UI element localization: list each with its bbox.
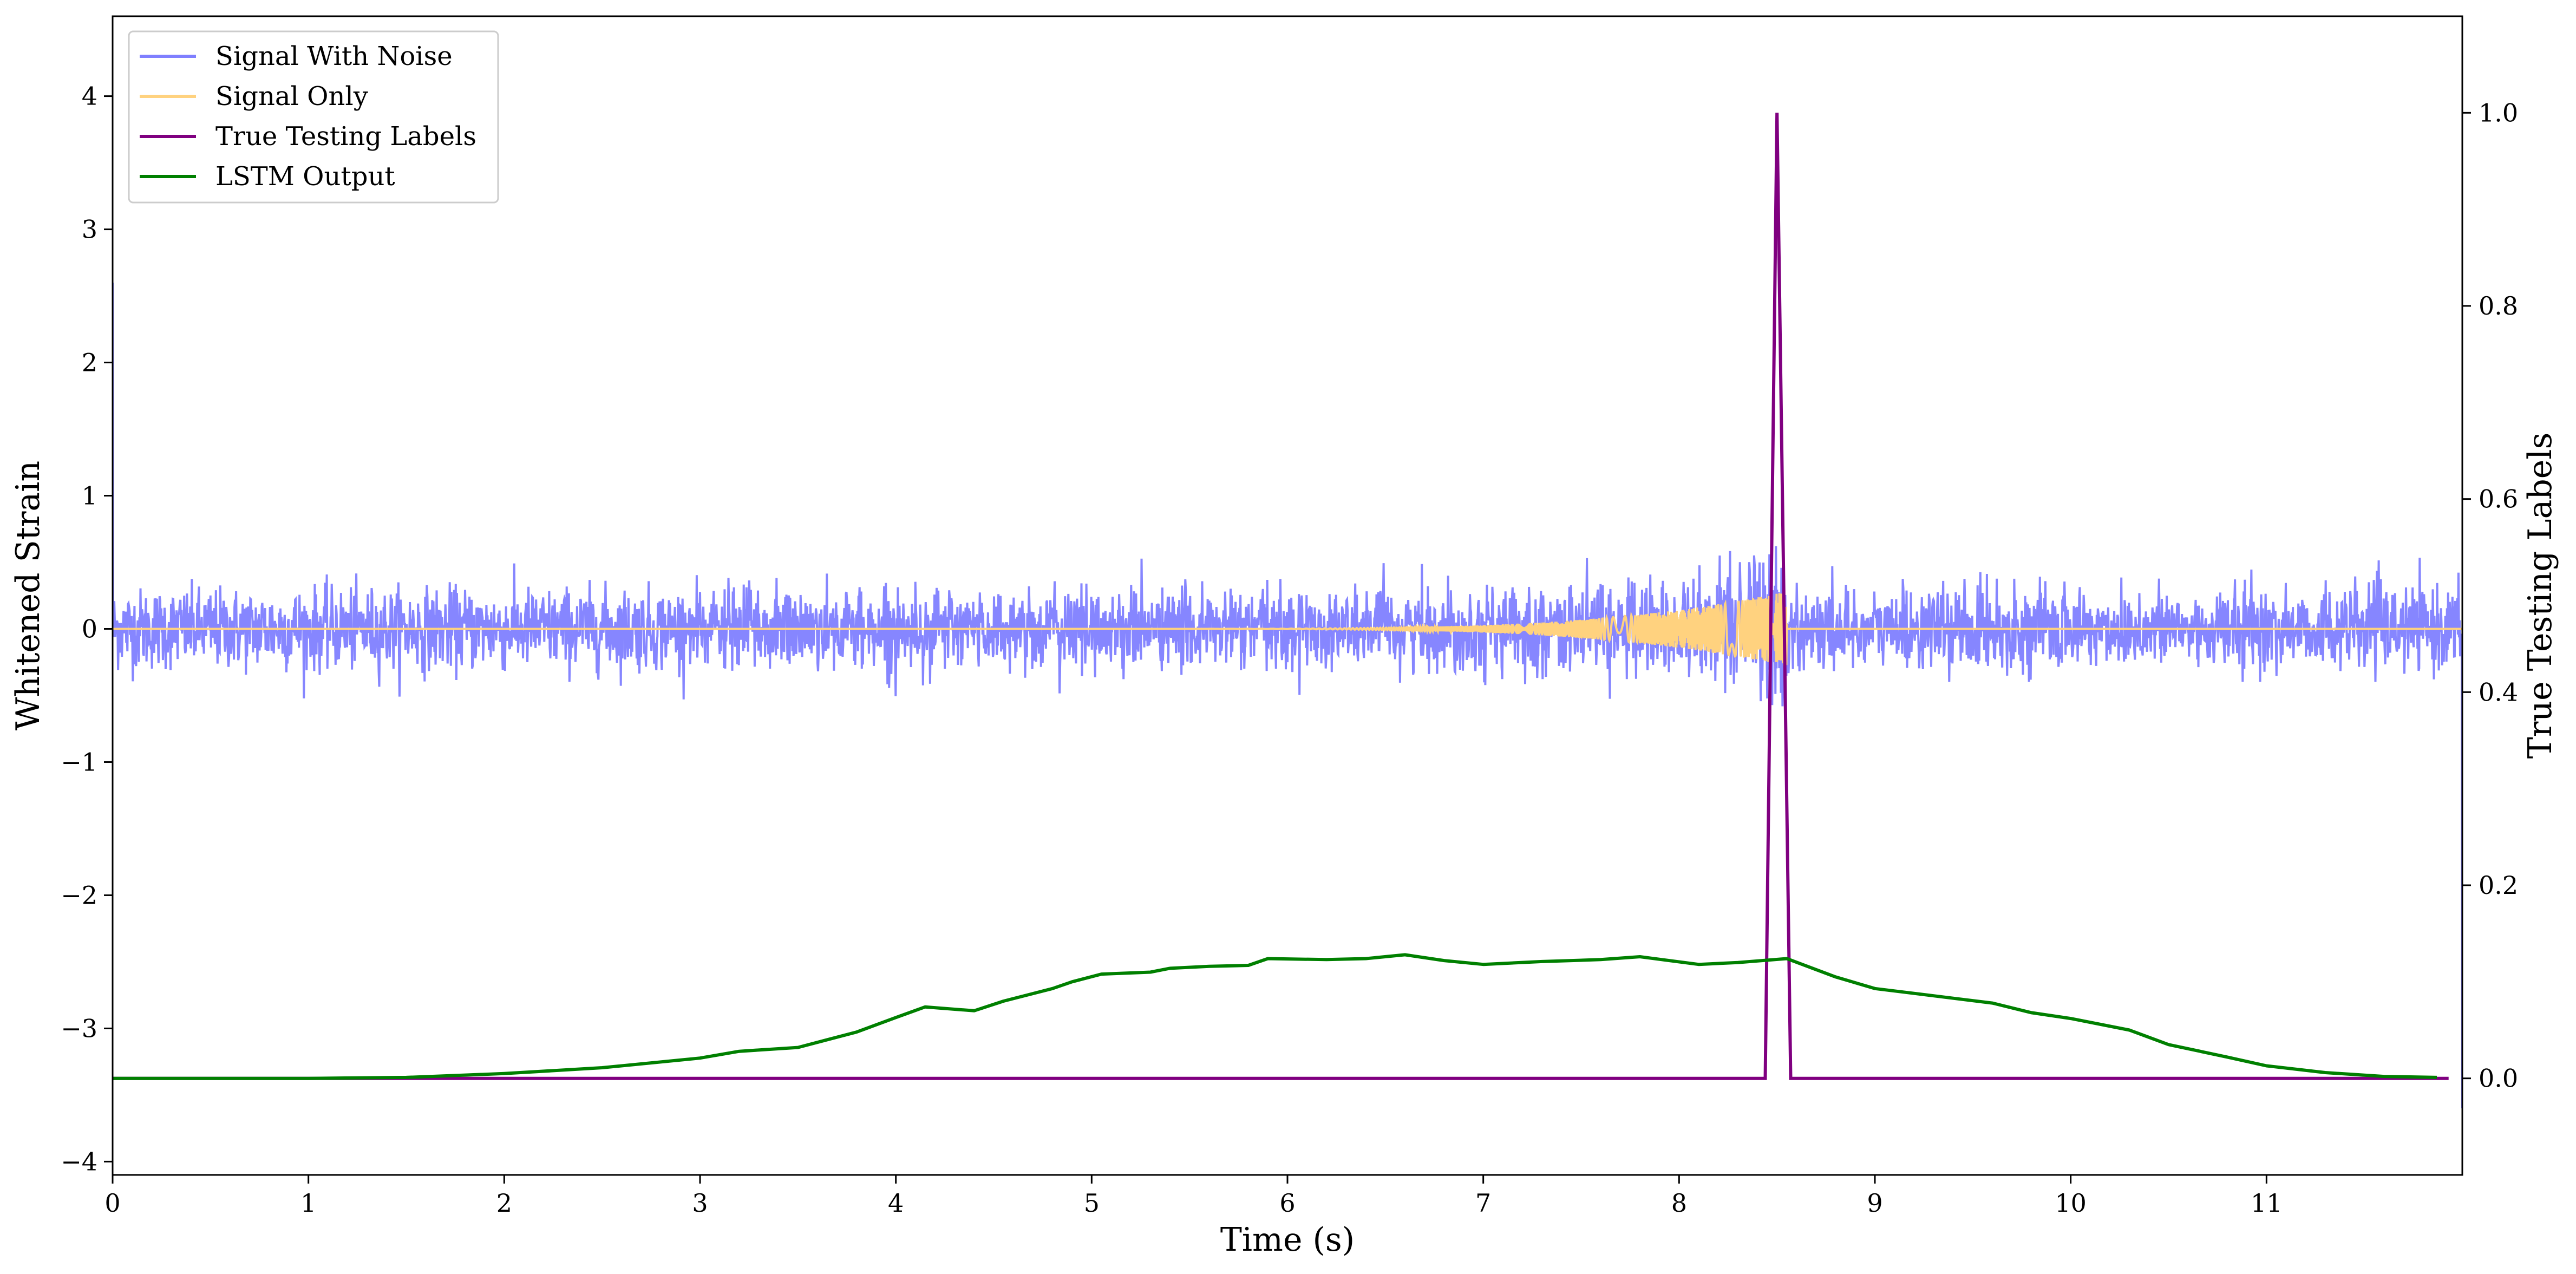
right-y-tick-label-5: 0.0 bbox=[2479, 1064, 2518, 1093]
left-y-tick-label-7: −3 bbox=[61, 1014, 97, 1043]
right-y-axis-ticks: 1.0 0.8 0.6 0.4 0.2 0.0 bbox=[2462, 98, 2518, 1093]
left-y-axis-label: Whitened Strain bbox=[9, 461, 47, 730]
x-tick-label-11: 11 bbox=[2251, 1188, 2283, 1218]
right-y-tick-label-2: 0.6 bbox=[2479, 485, 2518, 514]
left-y-tick-label-1: 3 bbox=[82, 215, 97, 244]
left-y-tick-label-2: 2 bbox=[82, 348, 97, 377]
x-tick-label-2: 2 bbox=[496, 1188, 512, 1218]
series-true-testing-labels bbox=[113, 113, 2449, 1080]
legend-label-lstm-output: LSTM Output bbox=[215, 161, 395, 192]
right-y-tick-label-1: 0.8 bbox=[2479, 291, 2518, 321]
x-tick-label-6: 6 bbox=[1279, 1188, 1295, 1218]
x-tick-label-8: 8 bbox=[1671, 1188, 1687, 1218]
right-y-tick-label-4: 0.2 bbox=[2479, 871, 2518, 900]
legend-label-signal-with-noise: Signal With Noise bbox=[215, 41, 453, 71]
right-y-tick-label-0: 1.0 bbox=[2479, 98, 2518, 127]
x-axis-label: Time (s) bbox=[1220, 1221, 1355, 1259]
left-y-tick-label-3: 1 bbox=[82, 481, 97, 511]
x-tick-label-3: 3 bbox=[692, 1188, 708, 1218]
plot-frame bbox=[112, 15, 2463, 1176]
left-y-axis-ticks: 4 3 2 1 0 −1 −2 −3 −4 bbox=[61, 82, 113, 1176]
x-tick-label-10: 10 bbox=[2055, 1188, 2087, 1218]
legend-box bbox=[128, 30, 499, 204]
left-y-tick-label-4: 0 bbox=[82, 614, 97, 643]
x-axis-ticks: 0 1 2 3 4 5 6 7 8 9 10 11 bbox=[104, 1175, 2283, 1218]
left-y-tick-label-0: 4 bbox=[82, 82, 97, 111]
x-tick-label-0: 0 bbox=[104, 1188, 120, 1218]
left-y-tick-label-5: −1 bbox=[61, 747, 97, 776]
legend: Signal With Noise Signal Only True Testi… bbox=[128, 30, 499, 204]
legend-label-true-testing-labels: True Testing Labels bbox=[215, 121, 476, 152]
x-tick-label-4: 4 bbox=[888, 1188, 904, 1218]
right-y-tick-label-3: 0.4 bbox=[2479, 677, 2518, 707]
x-tick-label-9: 9 bbox=[1867, 1188, 1882, 1218]
left-y-tick-label-8: −4 bbox=[61, 1147, 97, 1176]
left-y-tick-label-6: −2 bbox=[61, 880, 97, 910]
legend-label-signal-only: Signal Only bbox=[215, 81, 368, 112]
plot-area bbox=[113, 113, 2462, 1109]
right-y-axis-label: True Testing Labels bbox=[2521, 433, 2559, 759]
series-signal-only bbox=[113, 593, 2462, 666]
x-tick-label-7: 7 bbox=[1475, 1188, 1491, 1218]
series-lstm-output bbox=[113, 953, 2437, 1080]
x-tick-label-5: 5 bbox=[1084, 1188, 1100, 1218]
x-tick-label-1: 1 bbox=[300, 1188, 316, 1218]
